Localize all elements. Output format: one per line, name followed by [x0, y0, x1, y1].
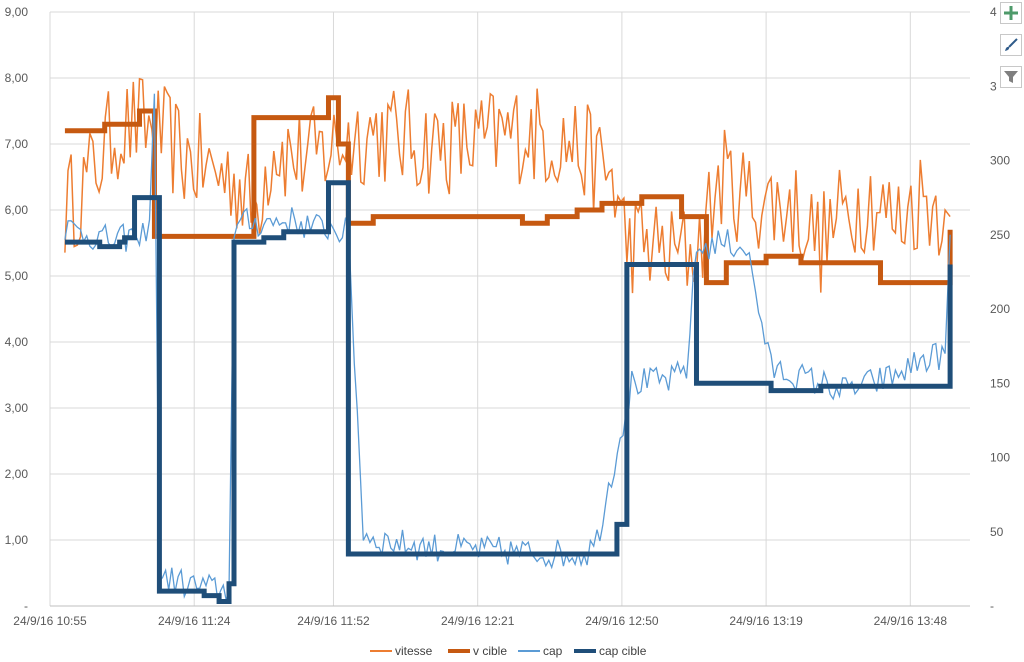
y-tick-label: 3,00 [5, 401, 29, 415]
x-tick-label: 24/9/16 13:19 [729, 614, 803, 628]
y-tick-label: 2,00 [5, 467, 29, 481]
y-tick-label: 1,00 [5, 533, 29, 547]
x-tick-label: 24/9/16 10:55 [13, 614, 87, 628]
series-line-vitesse [64, 77, 951, 294]
y-tick-label: 5,00 [5, 269, 29, 283]
x-tick-label: 24/9/16 13:48 [874, 614, 948, 628]
plus-icon [1004, 6, 1018, 20]
add-chart-element-button[interactable] [1000, 2, 1022, 24]
y2-tick-label: 250 [990, 228, 1010, 242]
y-tick-label: 8,00 [5, 71, 29, 85]
axis-layer: - 1,00 2,00 3,00 4,00 5,00 6,00 7,00 8,00 9,00 - 50… [5, 5, 1011, 628]
legend-label-vitesse: vitesse [395, 644, 433, 658]
legend: vitesse v cible cap cap cible [370, 644, 647, 658]
legend-label-cap-cible: cap cible [599, 644, 647, 658]
y2-tick-label: - [990, 599, 994, 613]
y2-tick-label: 4 [990, 5, 997, 19]
y-tick-label: 7,00 [5, 137, 29, 151]
chart-filters-button[interactable] [1000, 66, 1022, 88]
x-tick-label: 24/9/16 11:24 [158, 614, 231, 628]
x-tick-label: 24/9/16 11:52 [297, 614, 370, 628]
x-tick-label: 24/9/16 12:50 [585, 614, 659, 628]
y-tick-label: 4,00 [5, 335, 29, 349]
y2-tick-label: 50 [990, 525, 1004, 539]
chart-styles-button[interactable] [1000, 34, 1022, 56]
y2-tick-label: 100 [990, 451, 1010, 465]
series-line-v-cible [64, 95, 953, 286]
y2-tick-label: 150 [990, 376, 1010, 390]
y-tick-label: 9,00 [5, 5, 29, 19]
gridlines [49, 11, 970, 607]
series-line-cap-cible [64, 180, 953, 605]
y2-tick-label: 300 [990, 154, 1010, 168]
x-tick-label: 24/9/16 12:21 [441, 614, 515, 628]
brush-icon [1005, 38, 1018, 51]
series-layer [64, 77, 953, 605]
y2-tick-label: 3 [990, 79, 997, 93]
y-tick-label: - [24, 599, 28, 613]
y2-tick-label: 200 [990, 302, 1010, 316]
legend-label-v-cible: v cible [473, 644, 507, 658]
filter-icon [1004, 71, 1018, 83]
y-tick-label: 6,00 [5, 203, 29, 217]
legend-label-cap: cap [543, 644, 563, 658]
